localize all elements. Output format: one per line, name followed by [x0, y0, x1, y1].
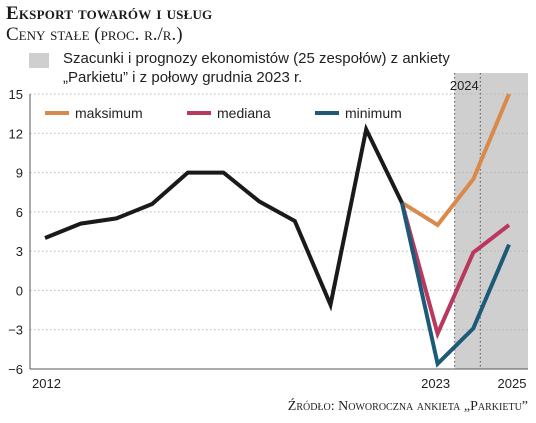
legend-label-mediana: mediana — [217, 105, 271, 121]
y-tick-label: 15 — [9, 87, 23, 102]
x-tick-label: 2024 — [450, 78, 479, 93]
y-tick-label: 0 — [16, 283, 23, 298]
forecast-note: Szacunki i prognozy ekonomistów (25 zesp… — [63, 49, 450, 87]
x-tick-label: 2023 — [421, 376, 450, 391]
forecast-legend-swatch — [29, 53, 49, 68]
legend-label-minimum: minimum — [345, 105, 402, 121]
forecast-note-line-2: „Parkietu” i z połowy grudnia 2023 r. — [63, 69, 303, 86]
forecast-region — [454, 73, 528, 369]
y-tick-label: 6 — [16, 205, 23, 220]
chart-subtitle: Ceny stałe (proc. r./r.) — [6, 24, 183, 45]
y-tick-label: 9 — [16, 166, 23, 181]
y-tick-label: −3 — [8, 323, 23, 338]
y-tick-label: 12 — [9, 126, 23, 141]
forecast-note-line-1: Szacunki i prognozy ekonomistów (25 zesp… — [63, 50, 450, 67]
legend-label-maksimum: maksimum — [75, 105, 143, 121]
x-tick-label: 2025 — [498, 376, 527, 391]
y-tick-label: 3 — [16, 244, 23, 259]
source-note: Źródło: Noworoczna ankieta „Parkietu” — [287, 399, 528, 414]
series-line-maksimum — [400, 93, 511, 228]
series-line-mediana — [399, 202, 511, 340]
series-line-history — [44, 123, 404, 312]
chart-title: Eksport towarów i usług — [6, 3, 213, 24]
series-line-minimum — [399, 202, 511, 368]
y-tick-label: −6 — [8, 362, 23, 377]
x-tick-label: 2012 — [32, 376, 61, 391]
